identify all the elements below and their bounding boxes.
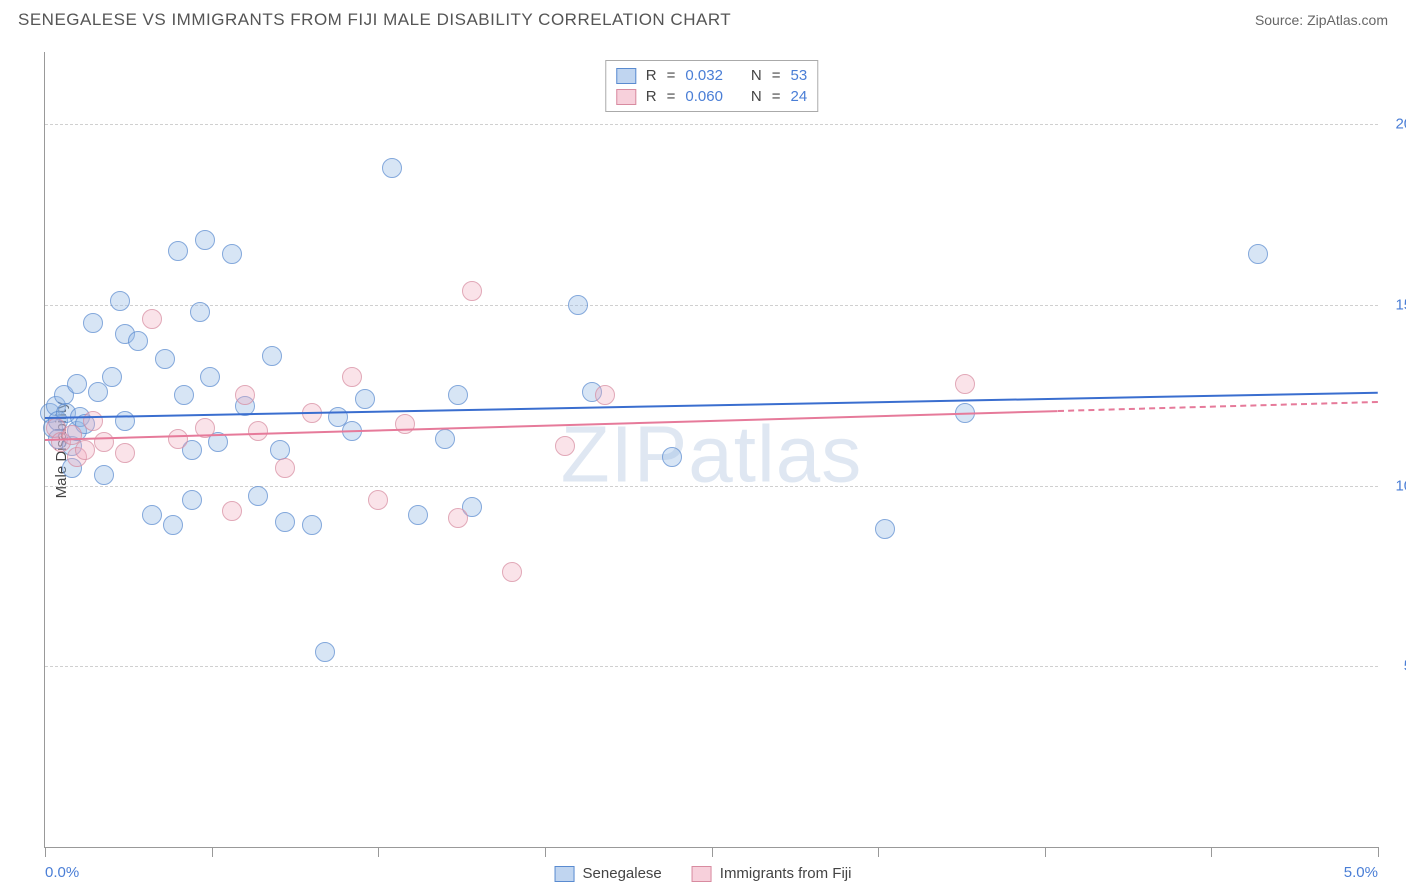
legend-label-1: Senegalese bbox=[583, 865, 662, 882]
stats-n-label: N bbox=[751, 67, 762, 84]
scatter-point-s1 bbox=[142, 505, 162, 525]
scatter-point-s1 bbox=[302, 515, 322, 535]
stats-eq: = bbox=[772, 67, 781, 84]
legend-label-2: Immigrants from Fiji bbox=[720, 865, 852, 882]
scatter-point-s1 bbox=[408, 505, 428, 525]
stats-row-series-1: R = 0.032 N = 53 bbox=[616, 65, 807, 86]
scatter-point-s2 bbox=[395, 414, 415, 434]
stats-n-value-1: 53 bbox=[791, 67, 808, 84]
legend-item-2: Immigrants from Fiji bbox=[692, 865, 852, 882]
scatter-point-s2 bbox=[235, 385, 255, 405]
scatter-point-s2 bbox=[94, 432, 114, 452]
scatter-point-s1 bbox=[355, 389, 375, 409]
stats-legend-box: R = 0.032 N = 53 R = 0.060 N = 24 bbox=[605, 60, 818, 112]
scatter-point-s1 bbox=[435, 429, 455, 449]
bottom-legend: Senegalese Immigrants from Fiji bbox=[555, 865, 852, 882]
y-tick-label: 15.0% bbox=[1383, 296, 1406, 313]
scatter-point-s2 bbox=[168, 429, 188, 449]
x-axis-max-label: 5.0% bbox=[1344, 864, 1378, 881]
x-tick bbox=[712, 847, 713, 857]
scatter-point-s2 bbox=[342, 367, 362, 387]
scatter-point-s2 bbox=[275, 458, 295, 478]
chart-title: SENEGALESE VS IMMIGRANTS FROM FIJI MALE … bbox=[18, 10, 731, 30]
swatch-series-2 bbox=[616, 89, 636, 105]
stats-r-label: R bbox=[646, 67, 657, 84]
stats-eq: = bbox=[667, 67, 676, 84]
y-tick-label: 10.0% bbox=[1383, 477, 1406, 494]
x-tick bbox=[545, 847, 546, 857]
scatter-point-s2 bbox=[368, 490, 388, 510]
stats-row-series-2: R = 0.060 N = 24 bbox=[616, 86, 807, 107]
scatter-point-s2 bbox=[83, 411, 103, 431]
y-tick-label: 20.0% bbox=[1383, 116, 1406, 133]
scatter-point-s1 bbox=[200, 367, 220, 387]
scatter-point-s1 bbox=[182, 490, 202, 510]
scatter-point-s1 bbox=[128, 331, 148, 351]
stats-n-label: N bbox=[751, 88, 762, 105]
stats-eq: = bbox=[667, 88, 676, 105]
scatter-point-s2 bbox=[502, 562, 522, 582]
legend-swatch-2 bbox=[692, 866, 712, 882]
scatter-point-s1 bbox=[83, 313, 103, 333]
x-tick bbox=[1378, 847, 1379, 857]
scatter-point-s1 bbox=[195, 230, 215, 250]
stats-r-value-2: 0.060 bbox=[685, 88, 723, 105]
swatch-series-1 bbox=[616, 68, 636, 84]
legend-item-1: Senegalese bbox=[555, 865, 662, 882]
legend-swatch-1 bbox=[555, 866, 575, 882]
stats-r-label: R bbox=[646, 88, 657, 105]
x-tick bbox=[45, 847, 46, 857]
scatter-point-s1 bbox=[94, 465, 114, 485]
scatter-point-s1 bbox=[155, 349, 175, 369]
scatter-point-s2 bbox=[142, 309, 162, 329]
scatter-point-s1 bbox=[1248, 244, 1268, 264]
stats-r-value-1: 0.032 bbox=[685, 67, 723, 84]
gridline-h bbox=[45, 486, 1378, 487]
gridline-h bbox=[45, 124, 1378, 125]
scatter-point-s1 bbox=[382, 158, 402, 178]
y-tick-label: 5.0% bbox=[1383, 658, 1406, 675]
x-axis-min-label: 0.0% bbox=[45, 864, 79, 881]
scatter-point-s1 bbox=[190, 302, 210, 322]
scatter-point-s1 bbox=[275, 512, 295, 532]
scatter-point-s1 bbox=[568, 295, 588, 315]
scatter-point-s1 bbox=[248, 486, 268, 506]
source-label: Source: ZipAtlas.com bbox=[1255, 12, 1388, 28]
scatter-point-s2 bbox=[555, 436, 575, 456]
plot-area: ZIPatlas Male Disability R = 0.032 N = 5… bbox=[44, 52, 1378, 848]
x-tick bbox=[212, 847, 213, 857]
scatter-point-s1 bbox=[174, 385, 194, 405]
scatter-point-s1 bbox=[168, 241, 188, 261]
x-tick bbox=[378, 847, 379, 857]
scatter-point-s1 bbox=[115, 411, 135, 431]
gridline-h bbox=[45, 305, 1378, 306]
scatter-point-s1 bbox=[222, 244, 242, 264]
scatter-point-s2 bbox=[955, 374, 975, 394]
scatter-point-s1 bbox=[448, 385, 468, 405]
trend-line-s2 bbox=[1058, 401, 1378, 412]
scatter-point-s1 bbox=[67, 374, 87, 394]
scatter-point-s1 bbox=[163, 515, 183, 535]
scatter-point-s2 bbox=[222, 501, 242, 521]
scatter-point-s2 bbox=[462, 281, 482, 301]
scatter-point-s1 bbox=[662, 447, 682, 467]
scatter-point-s2 bbox=[248, 421, 268, 441]
scatter-point-s2 bbox=[595, 385, 615, 405]
x-tick bbox=[1211, 847, 1212, 857]
scatter-point-s1 bbox=[102, 367, 122, 387]
x-tick bbox=[1045, 847, 1046, 857]
scatter-point-s1 bbox=[315, 642, 335, 662]
scatter-point-s1 bbox=[262, 346, 282, 366]
x-tick bbox=[878, 847, 879, 857]
scatter-point-s1 bbox=[875, 519, 895, 539]
scatter-point-s1 bbox=[110, 291, 130, 311]
scatter-point-s2 bbox=[448, 508, 468, 528]
gridline-h bbox=[45, 666, 1378, 667]
chart-container: ZIPatlas Male Disability R = 0.032 N = 5… bbox=[44, 52, 1378, 848]
stats-eq: = bbox=[772, 88, 781, 105]
scatter-point-s1 bbox=[270, 440, 290, 460]
stats-n-value-2: 24 bbox=[791, 88, 808, 105]
scatter-point-s2 bbox=[115, 443, 135, 463]
scatter-point-s2 bbox=[75, 440, 95, 460]
